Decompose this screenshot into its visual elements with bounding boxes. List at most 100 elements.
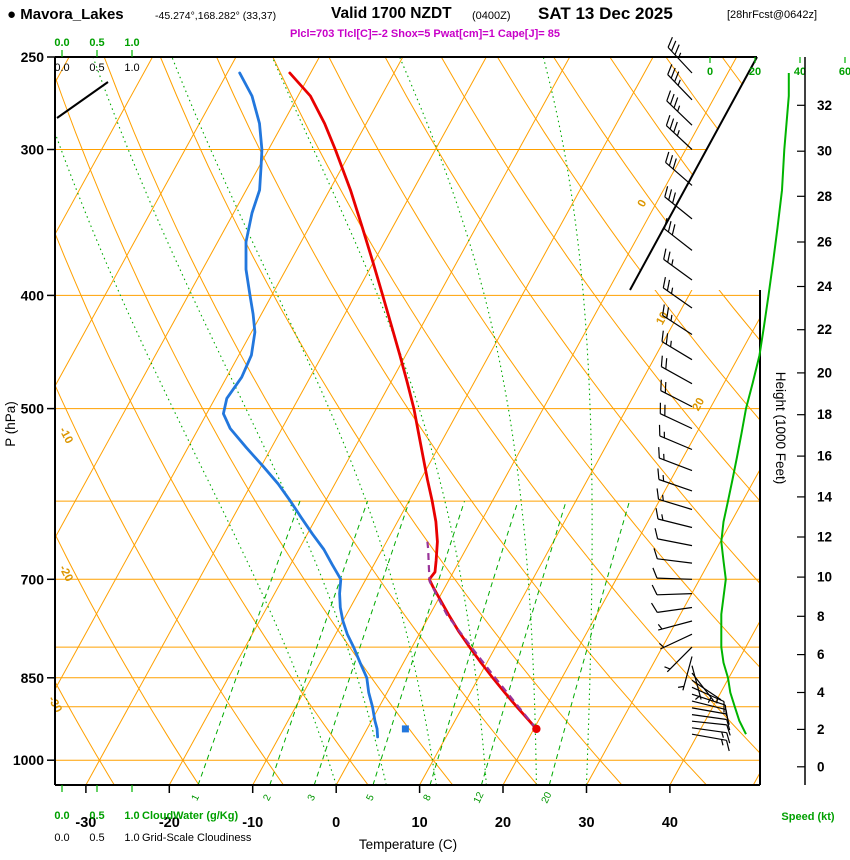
barb-staff [659, 457, 693, 472]
temperature-tick-label: 20 [495, 815, 511, 831]
pressure-tick-label: 500 [21, 401, 45, 417]
temperature-tick-label: -10 [242, 815, 263, 831]
barb-staff [657, 558, 693, 564]
cloudiness-bottom-scale-value: 0.0 [54, 832, 69, 844]
barb-feather [667, 36, 673, 48]
height-tick-label: 24 [817, 279, 833, 294]
dry-adiabat-line [103, 57, 538, 785]
barb-staff [656, 593, 693, 596]
barb-half-feather [677, 79, 681, 86]
barb-feather [667, 221, 672, 233]
temperature-tick-label: 0 [332, 815, 340, 831]
barb-feather [665, 151, 670, 163]
temperature-axis-title: Temperature (C) [359, 837, 457, 852]
dry-adiabat-line [55, 57, 284, 785]
wind-barb [650, 602, 693, 613]
height-tick-label: 12 [817, 530, 832, 545]
wind-barb [691, 727, 731, 744]
temperature-tick-label: 10 [412, 815, 428, 831]
barb-feather [666, 90, 672, 102]
barb-half-feather [676, 130, 680, 136]
wind-barb [691, 665, 702, 700]
wind-barb [661, 330, 693, 361]
wind-barb [659, 402, 693, 430]
barb-feather [651, 584, 658, 596]
valid-time: Valid 1700 NZDT [331, 5, 452, 22]
surface-dewpoint-marker [401, 725, 409, 733]
barb-feather [665, 333, 669, 345]
height-tick-label: 22 [817, 322, 832, 337]
barb-staff [691, 714, 727, 721]
isotherm-label: 20 [691, 396, 708, 413]
barb-staff [691, 707, 727, 715]
dry-adiabat-line [55, 57, 369, 785]
wind-barb [656, 488, 693, 511]
dry-adiabat-line [328, 57, 760, 785]
utc-time: (0400Z) [472, 10, 511, 22]
wind-barb [658, 424, 693, 451]
barb-feather [662, 304, 665, 316]
barb-staff [663, 258, 693, 281]
barb-half-feather [659, 642, 665, 648]
barb-feather [655, 508, 659, 520]
barb-half-feather [677, 105, 681, 112]
barb-feather [656, 488, 660, 500]
barb-half-feather [707, 697, 712, 703]
dry-adiabat-line [440, 57, 760, 785]
barb-feather [650, 602, 658, 613]
barb-feather [668, 189, 673, 201]
cloudiness-bottom-scale-value: 1.0 [124, 832, 139, 844]
barb-feather [672, 158, 677, 170]
barb-staff [661, 366, 693, 385]
wind-barb [667, 64, 693, 101]
cloudwater-scale-value: 0.0 [54, 37, 69, 49]
dry-adiabat-line [55, 57, 454, 785]
cloudiness-top-scale-value: 1.0 [124, 62, 139, 74]
barb-staff [656, 577, 693, 580]
moist-adiabat-line [92, 57, 387, 785]
wind-barb [651, 584, 693, 596]
wind-barb [657, 620, 693, 631]
pressure-tick-label: 250 [21, 49, 45, 65]
parcel-path-curve [426, 541, 538, 730]
barb-feather [664, 186, 669, 198]
height-tick-label: 20 [817, 365, 832, 380]
barb-feather [726, 719, 731, 731]
barb-half-feather [661, 514, 664, 521]
barb-feather [671, 224, 676, 236]
barb-staff [691, 665, 702, 700]
barb-half-feather [671, 259, 674, 266]
mixing-ratio-line [429, 500, 519, 785]
barb-feather [666, 307, 670, 319]
barb-staff [691, 720, 727, 726]
height-tick-label: 4 [817, 685, 825, 700]
barb-feather [658, 447, 660, 459]
surface-temperature-marker [532, 724, 541, 734]
station-coordinates: -45.274°,168.282° (33,37) [155, 10, 277, 22]
barb-staff [658, 498, 693, 511]
barb-feather [669, 118, 675, 130]
barb-half-feather [670, 287, 674, 294]
speed-axis-label: Speed (kt) [781, 811, 835, 823]
barb-feather [654, 528, 659, 540]
isotherm-label: 0 [636, 198, 650, 209]
height-tick-label: 6 [817, 647, 825, 662]
background-grid [55, 57, 760, 785]
wind-barb [652, 567, 693, 580]
barb-staff [660, 633, 693, 650]
wind-barb [658, 447, 693, 472]
barb-feather [653, 548, 658, 559]
cloudwater-bottom-scale-value: 0.0 [54, 810, 69, 822]
isotherm-line [586, 57, 760, 785]
barb-feather [663, 248, 667, 260]
barb-staff [664, 196, 693, 220]
height-tick-label: 30 [817, 144, 832, 159]
temperature-tick-label: -30 [75, 815, 96, 831]
barb-feather [668, 155, 674, 166]
barb-half-feather [670, 340, 672, 347]
wind-barb [691, 720, 731, 736]
wind-barb [677, 656, 693, 691]
dry-adiabat-line [55, 57, 115, 785]
